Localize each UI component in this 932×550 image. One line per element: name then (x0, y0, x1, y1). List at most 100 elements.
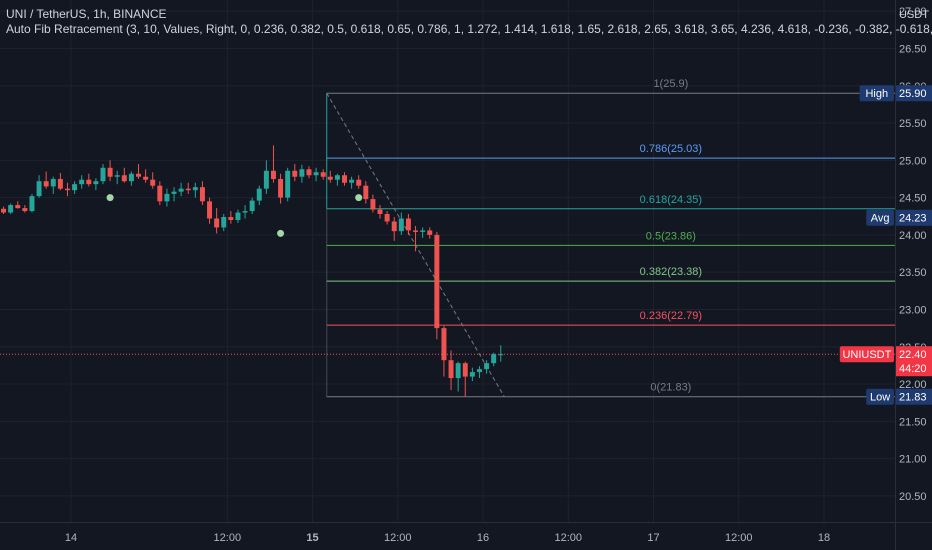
candle-body (491, 354, 497, 364)
time-tick-label: 12:00 (725, 532, 753, 544)
candle-body (8, 205, 14, 213)
axis-tag-value-box (896, 209, 932, 226)
candle-body (242, 211, 248, 213)
pivot-marker (277, 229, 285, 237)
candle-body (413, 230, 419, 232)
price-tick-label: 24.00 (899, 230, 927, 242)
axis-tag-value-box (896, 85, 932, 102)
axis-tag-name-box (866, 209, 894, 226)
candle-body (278, 178, 284, 198)
axis-tag-name: High (865, 88, 888, 100)
fib-level-label: 0(21.83) (650, 382, 691, 394)
pivot-marker (355, 194, 363, 202)
time-tick-label: 18 (818, 532, 830, 544)
candle-body (249, 200, 255, 212)
grid (0, 0, 895, 522)
candle-body (164, 193, 170, 202)
candle-body (221, 217, 227, 228)
candle-body (391, 221, 397, 232)
axis-tag-value-box (896, 346, 932, 377)
time-tick-label: 12:00 (384, 532, 412, 544)
axis-tag-value: 25.90 (899, 88, 927, 100)
candle-body (114, 175, 120, 177)
time-tick-label: 12:00 (214, 532, 242, 544)
price-tick-label: 21.00 (899, 454, 927, 466)
price-tick-label: 21.50 (899, 416, 927, 428)
candle-body (178, 188, 184, 192)
candle-body (185, 188, 191, 191)
candle-body (420, 230, 426, 232)
candle-body (377, 209, 383, 215)
candle-body (72, 184, 78, 191)
candle-body (292, 170, 298, 177)
candle-body (86, 179, 92, 185)
pivot-markers (106, 194, 363, 237)
fib-level-label: 0.618(24.35) (640, 194, 702, 206)
price-tick-label: 23.50 (899, 267, 927, 279)
candle-body (256, 188, 262, 201)
axis-tag-value: 22.40 (899, 349, 927, 361)
axis-tag-value-box (896, 388, 932, 405)
candle-body (15, 205, 21, 209)
candle-body (299, 169, 305, 177)
candle-body (448, 360, 454, 379)
candle-body (263, 170, 269, 189)
candle-body (342, 175, 347, 183)
currency-label[interactable]: USDT (899, 9, 929, 21)
price-tick-label: 25.00 (899, 155, 927, 167)
fib-retracement[interactable]: 1(25.9) 0.786(25.03) 0.618(24.35) 0.5(23.86… (326, 78, 895, 398)
candle-body (398, 218, 404, 232)
candle-body (441, 328, 447, 361)
symbol-title[interactable]: UNI / TetherUS, 1h, BINANCE (6, 7, 167, 21)
candle-body (128, 173, 134, 182)
candle-body (207, 201, 213, 219)
candle-body (1, 208, 7, 213)
candle-body (79, 179, 85, 185)
fib-level-label: 1(25.9) (653, 78, 688, 90)
axis-tag-name-box (866, 388, 894, 405)
candle-body (405, 218, 411, 231)
price-tick-label: 25.50 (899, 118, 927, 130)
candle-body (370, 199, 376, 210)
axis-tag-countdown: 44:20 (899, 363, 927, 375)
candle-body (427, 230, 433, 235)
price-tick-label: 27.00 (899, 6, 927, 18)
candle-body (476, 369, 482, 373)
candle-body (334, 175, 340, 180)
candle-body (150, 179, 156, 186)
candle-body (469, 372, 475, 377)
candle-body (36, 181, 42, 197)
chart-header: UNI / TetherUS, 1h, BINANCE Auto Fib Ret… (6, 7, 932, 37)
candle-body (157, 185, 163, 202)
candle-body (270, 170, 276, 179)
candle-body (363, 185, 369, 200)
candle-body (107, 167, 113, 177)
candle-body (327, 176, 333, 180)
price-tick-label: 23.00 (899, 304, 927, 316)
candle-body (498, 354, 504, 356)
candle-body (484, 363, 490, 370)
candle-body (121, 175, 127, 182)
time-tick-label: 14 (65, 532, 77, 544)
candle-body (434, 234, 440, 329)
candle-body (57, 178, 63, 189)
axis-tag-name-box (859, 85, 894, 102)
time-axis[interactable]: 14 12:00 15 12:00 16 12:00 17 12:00 18 (65, 532, 830, 544)
time-tick-label: 12:00 (554, 532, 582, 544)
candle-body (320, 172, 326, 177)
candle-body (143, 176, 149, 180)
candle-body (192, 187, 198, 191)
time-tick-label: 17 (647, 532, 659, 544)
fib-level-label: 0.5(23.86) (646, 230, 696, 242)
indicator-title[interactable]: Auto Fib Retracement (3, 10, Values, Rig… (6, 22, 932, 36)
candle-body (22, 208, 28, 212)
fib-level-label: 0.382(23.38) (640, 266, 702, 278)
pivot-marker (106, 194, 114, 202)
candle-body (29, 196, 35, 212)
candle-body (384, 214, 390, 222)
candle-body (214, 218, 220, 228)
axis-tag-value: 24.23 (899, 213, 927, 225)
candle-body (455, 363, 461, 379)
